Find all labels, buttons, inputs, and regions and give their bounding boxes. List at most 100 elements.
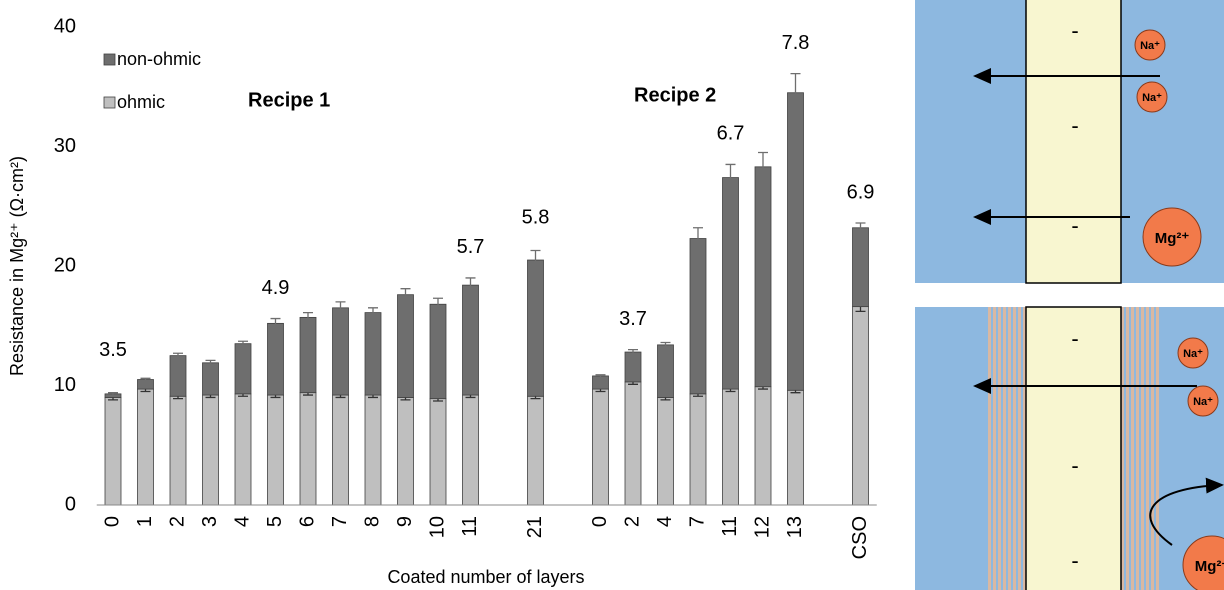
bar-segment — [105, 397, 121, 505]
bar-segment — [658, 397, 674, 505]
bar-segment — [268, 395, 284, 505]
coating-stripe — [1156, 307, 1159, 590]
bar-segment — [398, 397, 414, 505]
annotation: 3.5 — [99, 339, 127, 361]
bar-segment — [430, 304, 446, 398]
group-label: Recipe 2 — [634, 84, 716, 106]
x-axis-title: Coated number of layers — [387, 567, 584, 587]
ion-label: Na⁺ — [1140, 40, 1160, 52]
bar-segment — [528, 396, 544, 505]
bar-segment — [528, 260, 544, 396]
coating-stripe — [1151, 307, 1154, 590]
bar-segment — [170, 356, 186, 397]
coating-stripe — [1008, 307, 1011, 590]
bar-segment — [755, 387, 771, 505]
charge: - — [1071, 113, 1078, 138]
x-tick-label: 6 — [296, 516, 318, 527]
coating-stripe — [998, 307, 1001, 590]
bar-segment — [788, 390, 804, 505]
x-tick-label: 11 — [459, 516, 481, 537]
bar-segment — [365, 395, 381, 505]
diagram: - - - Na⁺ Na⁺ Mg²⁺ - - - Na⁺ Na⁺ Mg²⁺ — [915, 0, 1224, 590]
x-tick-label: 4 — [231, 516, 253, 527]
x-tick-label: 0 — [101, 516, 123, 527]
bar-segment — [365, 313, 381, 395]
bar-segment — [398, 295, 414, 398]
charge: - — [1071, 453, 1078, 478]
legend-swatch — [104, 54, 115, 65]
x-tick-label: 2 — [166, 516, 188, 527]
x-tick-label: 2 — [621, 516, 643, 527]
bar-segment — [755, 167, 771, 387]
coating-stripe — [1141, 307, 1144, 590]
x-tick-label: 7 — [329, 516, 351, 527]
x-tick-label: 4 — [654, 516, 676, 527]
bar-segment — [235, 344, 251, 394]
annotation: 4.9 — [262, 277, 290, 299]
y-axis-title: Resistance in Mg²⁺ (Ω·cm²) — [7, 156, 27, 376]
x-tick-label: 3 — [199, 516, 221, 527]
bar-segment — [463, 285, 479, 395]
bar-segment — [690, 239, 706, 394]
ion-label: Mg²⁺ — [1195, 558, 1224, 575]
bar-segment — [138, 389, 154, 505]
coating-stripe — [1126, 307, 1129, 590]
bar-segment — [333, 395, 349, 505]
bar-segment — [430, 399, 446, 505]
bar-segment — [300, 317, 316, 392]
annotation: 6.7 — [717, 123, 745, 145]
x-tick-label: 0 — [589, 516, 611, 527]
bar-segment — [625, 382, 641, 505]
x-tick-label: 9 — [394, 516, 416, 527]
bar-segment — [203, 395, 219, 505]
coating-stripe — [1131, 307, 1134, 590]
y-tick-label: 40 — [54, 15, 76, 37]
coating-stripe — [988, 307, 991, 590]
y-tick-label: 10 — [54, 374, 76, 396]
x-tick-label: 7 — [686, 516, 708, 527]
coating-stripe — [1146, 307, 1149, 590]
coating-stripe — [993, 307, 996, 590]
bar-segment — [333, 308, 349, 395]
bar-segment — [300, 393, 316, 505]
ion-label: Na⁺ — [1193, 396, 1213, 408]
x-tick-label: 8 — [361, 516, 383, 527]
legend-label: non-ohmic — [117, 49, 201, 69]
group-label: Recipe 1 — [248, 89, 330, 111]
x-tick-label: 5 — [264, 516, 286, 527]
y-tick-label: 0 — [65, 493, 76, 515]
annotation: 5.8 — [522, 207, 550, 229]
coating-stripe — [1013, 307, 1016, 590]
charge: - — [1071, 548, 1078, 573]
bar-segment — [788, 93, 804, 391]
x-tick-label: 10 — [426, 516, 448, 538]
bar-segment — [593, 389, 609, 505]
bar-segment — [853, 228, 869, 307]
bar-segment — [723, 389, 739, 505]
legend-swatch — [104, 97, 115, 108]
annotation: 6.9 — [847, 181, 875, 203]
bar-segment — [170, 396, 186, 505]
x-tick-label: 1 — [134, 516, 156, 527]
bar-segment — [690, 394, 706, 505]
ion-label: Na⁺ — [1142, 92, 1162, 104]
bar-segment — [853, 307, 869, 505]
bar-segment — [723, 178, 739, 390]
bar-segment — [235, 394, 251, 505]
x-tick-label: 11 — [719, 516, 741, 537]
charge: - — [1071, 18, 1078, 43]
bar-segment — [203, 363, 219, 395]
bar-segment — [593, 376, 609, 389]
bar-segment — [658, 345, 674, 398]
annotation: 7.8 — [782, 32, 810, 54]
ion-label: Mg²⁺ — [1155, 230, 1190, 247]
x-tick-label: 21 — [524, 516, 546, 538]
coating-stripe — [1003, 307, 1006, 590]
bar-segment — [268, 323, 284, 395]
charge: - — [1071, 326, 1078, 351]
coating-stripe — [1136, 307, 1139, 590]
ion-label: Na⁺ — [1183, 348, 1203, 360]
y-tick-label: 20 — [54, 254, 76, 276]
annotation: 5.7 — [457, 236, 485, 258]
annotation: 3.7 — [619, 308, 647, 330]
